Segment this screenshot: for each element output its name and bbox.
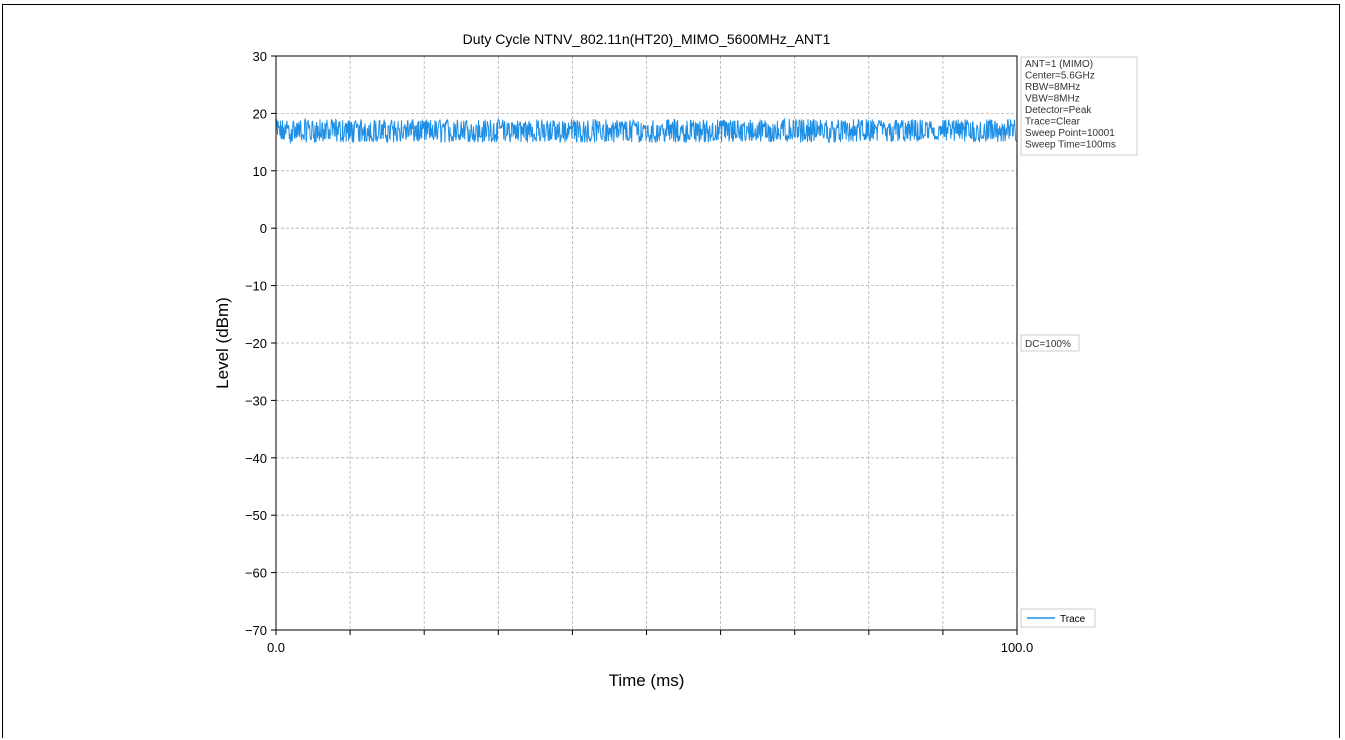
y-tick-label: −50	[245, 508, 267, 523]
chart-title: Duty Cycle NTNV_802.11n(HT20)_MIMO_5600M…	[463, 31, 831, 47]
grid-layer	[276, 56, 1017, 630]
dc-annotation-text: DC=100%	[1025, 339, 1071, 350]
trace-layer	[275, 117, 1018, 145]
info-box-line: RBW=8MHz	[1025, 82, 1080, 93]
y-tick-label: −10	[245, 279, 267, 294]
dc-annotation-box: DC=100%	[1020, 334, 1080, 352]
x-axis-label: Time (ms)	[609, 671, 685, 690]
y-tick-label: −60	[245, 566, 267, 581]
trace-series-line	[275, 117, 1018, 145]
legend-frame	[1020, 608, 1096, 628]
ticks-layer: 0.0 100.0 30 20 10 0 −10 −20 −30 −40 −50 −60 −70	[245, 49, 1033, 655]
info-box-line: Trace=Clear	[1025, 117, 1081, 128]
info-box-line: Detector=Peak	[1025, 105, 1092, 116]
info-box-frame	[1020, 56, 1138, 156]
y-tick-label: 0	[260, 221, 267, 236]
y-tick-label: −70	[245, 623, 267, 638]
x-tick-label: 0.0	[267, 640, 285, 655]
y-tick-label: 20	[253, 106, 267, 121]
y-axis-label: Level (dBm)	[213, 297, 232, 389]
info-box-line: Sweep Time=100ms	[1025, 140, 1116, 151]
info-box-line: ANT=1 (MIMO)	[1025, 59, 1093, 70]
info-box-line: Sweep Point=10001	[1025, 128, 1115, 139]
legend-label-trace: Trace	[1060, 614, 1086, 625]
legend: Trace	[1020, 608, 1096, 628]
y-tick-label: 30	[253, 49, 267, 64]
x-tick-label: 100.0	[1001, 640, 1034, 655]
y-tick-label: −30	[245, 393, 267, 408]
y-tick-label: −20	[245, 336, 267, 351]
dc-annotation-frame	[1020, 334, 1080, 352]
figure-frame	[2, 4, 1340, 738]
y-tick-label: 10	[253, 164, 267, 179]
info-box-line: VBW=8MHz	[1025, 94, 1080, 105]
info-box-line: Center=5.6GHz	[1025, 71, 1095, 82]
y-tick-label: −40	[245, 451, 267, 466]
info-box: ANT=1 (MIMO)Center=5.6GHzRBW=8MHzVBW=8MH…	[1020, 56, 1138, 156]
